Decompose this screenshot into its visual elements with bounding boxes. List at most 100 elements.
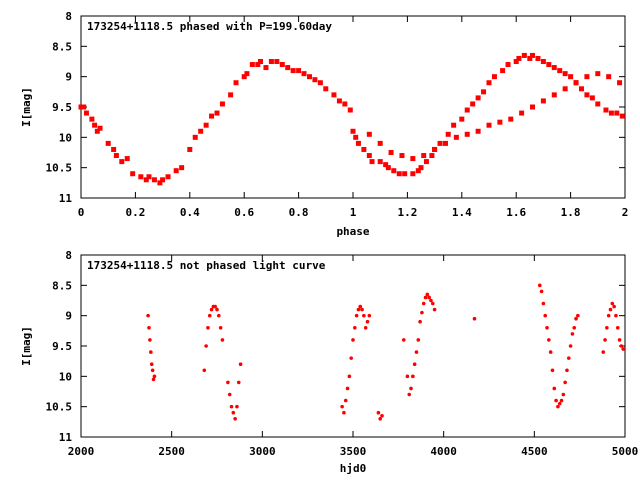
data-point [615,326,620,330]
data-point [543,313,548,318]
data-point [377,159,383,165]
x-tick-label: 0 [78,206,85,219]
data-point [83,110,89,116]
data-point [574,316,578,321]
y-tick-label: 11 [59,192,73,205]
data-point [345,386,350,391]
data-point [500,68,506,74]
data-point [213,304,217,309]
data-point [414,350,419,354]
data-point [519,110,525,116]
x-axis-label: hjd0 [340,462,367,475]
data-point [423,295,428,300]
data-point [530,52,536,58]
data-point [198,128,204,134]
data-point [301,71,307,77]
phased-light-curve-plot: 0 0.2 0.4 0.6 0.8 1 1.2 1.4 1.6 1.8 2 8 8.5 9 9.5 10 10.… [20,10,628,238]
data-point [217,313,221,318]
data-point [78,104,84,110]
data-point [608,307,613,312]
data-point [365,319,370,324]
y-tick-label: 10.5 [46,401,73,414]
data-point [157,180,163,186]
y-tick-label: 8 [65,10,72,23]
data-point [565,368,569,373]
data-point [547,338,551,342]
y-tick-label: 9 [65,310,72,323]
data-point [545,326,549,330]
data-point [219,101,225,107]
data-point [472,316,477,321]
data-point [235,404,239,409]
data-point [97,125,103,131]
data-point [203,122,209,128]
data-point [377,140,383,146]
data-point [486,80,492,86]
data-point [401,338,406,342]
chart-title: 173254+1118.5 not phased light curve [87,259,326,272]
data-point [146,313,150,318]
data-point [204,344,208,348]
y-tick-label: 8 [65,249,72,262]
data-point [415,168,421,174]
data-point [418,319,422,324]
data-point [351,338,355,342]
x-tick-label: 1.4 [452,206,472,219]
x-tick-label: 4000 [430,445,457,458]
data-point [146,174,152,180]
data-point [274,59,280,64]
data-point [229,404,234,409]
data-point [138,174,144,180]
data-point [342,101,348,107]
data-point [497,119,503,125]
data-point [552,386,557,391]
data-point [475,95,481,101]
x-tick-label: 3500 [340,445,367,458]
data-point [562,86,568,92]
data-point [425,292,430,297]
data-point [412,362,417,367]
y-tick-label: 11 [59,431,73,444]
x-tick-label: 0.4 [180,206,200,219]
data-point [554,398,558,403]
data-point [595,71,601,77]
data-point [206,326,210,330]
data-point [147,326,151,330]
data-point [541,301,546,306]
data-point [551,92,557,98]
data-point [430,301,435,306]
data-point [584,74,590,80]
data-point [563,380,567,385]
data-point [342,410,346,415]
data-point [149,362,154,367]
data-point [89,116,95,122]
data-point [296,68,302,74]
data-point [209,307,214,312]
data-point [617,338,622,342]
data-point [540,98,546,104]
data-point [218,326,223,330]
data-point [236,380,241,385]
data-point [464,107,470,113]
data-point [207,313,212,318]
data-point [124,156,130,162]
data-point [362,313,366,318]
data-point [366,131,372,137]
data-point [111,146,117,152]
data-point [81,104,87,110]
data-point [317,80,323,86]
data-point [432,307,437,312]
data-point [427,295,431,300]
data-point [589,95,595,101]
data-point [421,301,426,306]
data-point [407,392,412,397]
data-point [475,128,481,134]
x-tick-label: 1.2 [397,206,417,219]
data-point [353,326,357,330]
data-point [537,283,542,288]
y-tick-label: 9.5 [52,101,72,114]
data-point [432,146,438,152]
data-point [130,171,136,177]
y-tick-label: 8.5 [52,40,72,53]
data-point [173,168,179,174]
